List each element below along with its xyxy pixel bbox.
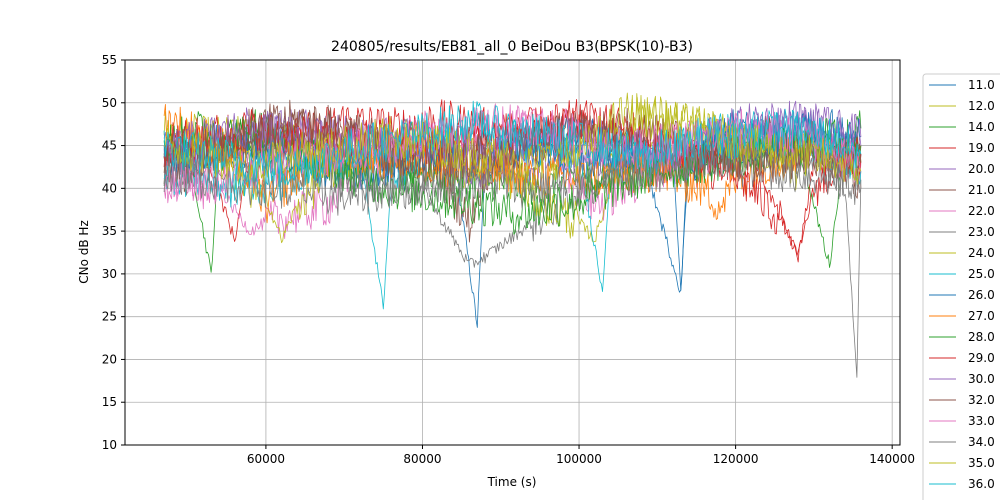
legend-label: 34.0	[968, 435, 995, 449]
y-tick-label: 40	[102, 181, 117, 195]
x-tick-label: 60000	[247, 452, 285, 466]
legend-label: 35.0	[968, 456, 995, 470]
legend-box	[922, 73, 1000, 500]
y-tick-label: 55	[102, 53, 117, 67]
series-line-28-0	[163, 111, 862, 235]
legend-label: 29.0	[968, 351, 995, 365]
legend-label: 19.0	[968, 141, 995, 155]
y-tick-label: 20	[102, 352, 117, 366]
legend-label: 28.0	[968, 330, 995, 344]
x-tick-label: 100000	[556, 452, 602, 466]
y-tick-label: 50	[102, 96, 117, 110]
legend-label: 36.0	[968, 477, 995, 491]
x-tick-label: 140000	[869, 452, 915, 466]
chart-title: 240805/results/EB81_all_0 BeiDou B3(BPSK…	[331, 39, 693, 55]
legend-label: 27.0	[968, 309, 995, 323]
legend-label: 33.0	[968, 414, 995, 428]
plot-frame	[124, 59, 901, 446]
legend-label: 21.0	[968, 183, 995, 197]
legend: 11.0 12.0 14.0 19.0 20.0 21.0 22.0 23.0 24.0 25.0…	[922, 73, 1000, 500]
legend-label: 12.0	[968, 99, 995, 113]
x-axis-title: Time (s)	[487, 475, 537, 489]
series-line-36-0	[163, 100, 862, 187]
y-tick-label: 30	[102, 267, 117, 281]
legend-label: 32.0	[968, 393, 995, 407]
ticks: 10 15 20 25 30 35 40 45 50 55 60000 80000 100000 1200…	[102, 53, 915, 466]
x-tick-label: 80000	[403, 452, 441, 466]
y-tick-label: 45	[102, 139, 117, 153]
x-tick-label: 120000	[713, 452, 759, 466]
legend-label: 24.0	[968, 246, 995, 260]
legend-label: 22.0	[968, 204, 995, 218]
legend-label: 11.0	[968, 78, 995, 92]
y-tick-label: 25	[102, 310, 117, 324]
series-line-34-0	[163, 142, 862, 216]
y-axis-title: CNo dB Hz	[77, 220, 91, 284]
legend-label: 30.0	[968, 372, 995, 386]
y-tick-label: 10	[102, 438, 117, 452]
legend-label: 26.0	[968, 288, 995, 302]
legend-label: 20.0	[968, 162, 995, 176]
series-layer	[163, 92, 862, 378]
legend-label: 23.0	[968, 225, 995, 239]
y-tick-label: 35	[102, 224, 117, 238]
series-line-35-0	[163, 92, 862, 185]
legend-label: 37.0	[968, 498, 995, 500]
legend-label: 14.0	[968, 120, 995, 134]
legend-label: 25.0	[968, 267, 995, 281]
y-tick-label: 15	[102, 395, 117, 409]
